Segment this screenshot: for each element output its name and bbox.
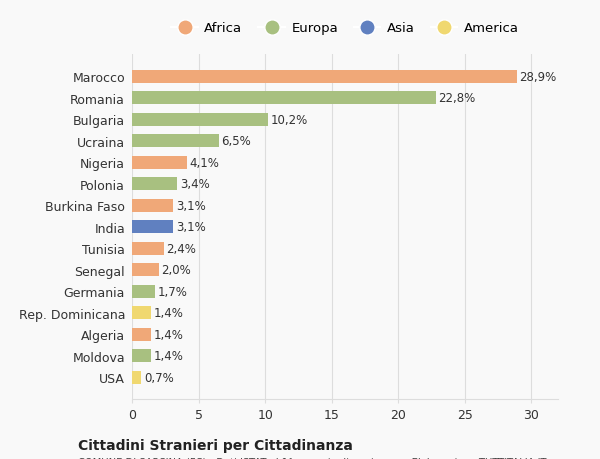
Bar [132,178,177,191]
Text: 3,1%: 3,1% [176,221,206,234]
Text: 3,1%: 3,1% [176,199,206,212]
Text: 4,1%: 4,1% [189,157,219,169]
Text: 2,4%: 2,4% [167,242,196,255]
Bar [132,113,268,127]
Bar [132,285,155,298]
Bar [132,242,164,255]
Text: 0,7%: 0,7% [144,371,174,384]
Text: 6,5%: 6,5% [221,135,251,148]
Text: 10,2%: 10,2% [271,113,308,127]
Bar [132,371,142,384]
Text: 3,4%: 3,4% [180,178,209,191]
Bar [132,71,517,84]
Text: 1,4%: 1,4% [154,349,183,362]
Text: 1,7%: 1,7% [157,285,187,298]
Text: 2,0%: 2,0% [161,263,191,277]
Bar [132,328,151,341]
Bar [132,92,436,105]
Bar [132,157,187,169]
Text: 1,4%: 1,4% [154,328,183,341]
Text: Cittadini Stranieri per Cittadinanza: Cittadini Stranieri per Cittadinanza [78,438,353,452]
Bar [132,135,218,148]
Bar [132,307,151,319]
Text: COMUNE DI SARSINA (FC) - Dati ISTAT al 1° gennaio di ogni anno - Elaborazione TU: COMUNE DI SARSINA (FC) - Dati ISTAT al 1… [78,457,547,459]
Legend: Africa, Europa, Asia, America: Africa, Europa, Asia, America [166,17,524,40]
Bar [132,349,151,362]
Bar [132,263,158,276]
Bar [132,199,173,212]
Text: 22,8%: 22,8% [438,92,475,105]
Bar [132,221,173,234]
Text: 28,9%: 28,9% [520,71,557,84]
Text: 1,4%: 1,4% [154,307,183,319]
